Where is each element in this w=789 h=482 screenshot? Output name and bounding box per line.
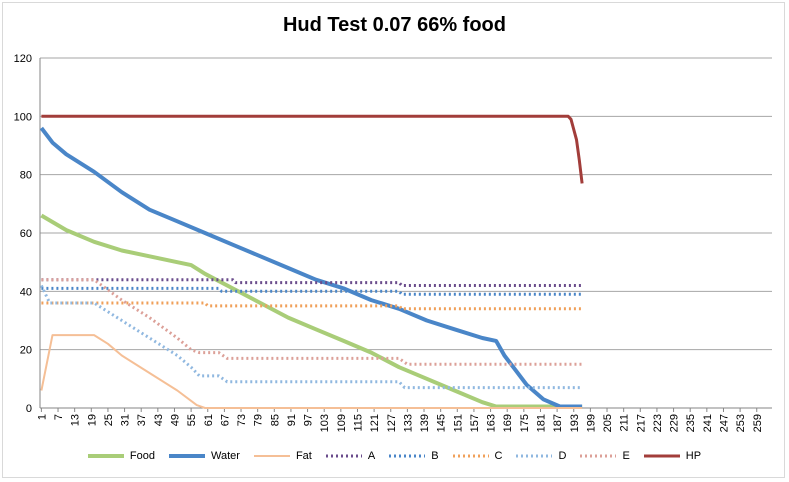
y-tick-label: 120 <box>14 53 32 65</box>
x-tick-labels: 1 7 13 19 25 31 37 43 49 55 61 67 73 79 85 91 97 103 109 11… <box>36 414 763 432</box>
legend-label: E <box>622 450 630 462</box>
x-tick-label: 229 <box>669 414 681 432</box>
y-tick-label: 0 <box>26 403 32 415</box>
legend-item-a: A <box>325 450 376 462</box>
x-tick-label: 241 <box>702 414 714 432</box>
x-tick-label: 193 <box>569 414 581 432</box>
legend-swatch <box>643 454 680 458</box>
y-tick-label: 100 <box>14 111 32 123</box>
legend-item-food: Food <box>87 450 155 462</box>
x-tick-label: 199 <box>585 414 597 432</box>
x-tick-label: 43 <box>153 414 165 426</box>
y-tick-label: 20 <box>20 345 32 357</box>
x-tick-label: 97 <box>303 414 315 426</box>
x-tick-label: 37 <box>136 414 148 426</box>
y-tick-label: 60 <box>20 228 32 240</box>
legend-swatch <box>87 454 124 458</box>
legend-item-fat: Fat <box>253 450 312 462</box>
legend-item-e: E <box>580 450 630 462</box>
series-line-d <box>40 284 583 390</box>
x-tick-label: 181 <box>535 414 547 432</box>
x-tick-label: 61 <box>203 414 215 426</box>
x-tick-label: 79 <box>253 414 265 426</box>
legend-swatch <box>516 454 553 458</box>
x-tick-label: 49 <box>169 414 181 426</box>
y-tick-label: 40 <box>20 286 32 298</box>
x-tick-label: 115 <box>352 414 364 432</box>
series-line-fat <box>40 334 583 409</box>
x-tick-label: 55 <box>186 414 198 426</box>
legend-swatch <box>253 455 290 457</box>
legend-label: Fat <box>295 450 312 462</box>
series-line-a <box>41 278 583 287</box>
x-tick-label: 211 <box>619 414 631 432</box>
x-tick-label: 73 <box>236 414 248 426</box>
legend-swatch <box>169 454 205 458</box>
x-tick-label: 145 <box>436 414 448 432</box>
x-tick-label: 109 <box>336 414 348 432</box>
legend-label: C <box>494 450 503 462</box>
x-tick-label: 259 <box>752 414 764 432</box>
x-tick-label: 91 <box>286 414 298 426</box>
x-tick-label: 253 <box>735 414 747 432</box>
x-tick-label: 85 <box>269 414 281 426</box>
x-tick-label: 19 <box>86 414 98 426</box>
legend-item-d: D <box>516 450 566 462</box>
legend-label: D <box>558 450 567 462</box>
gridlines <box>40 57 772 351</box>
legend-swatch <box>580 454 617 458</box>
y-tick-label: 80 <box>20 170 32 182</box>
series-line-c <box>41 301 583 311</box>
x-tick-label: 13 <box>70 414 82 426</box>
x-tick-label: 247 <box>718 414 730 432</box>
x-tick-label: 169 <box>502 414 514 432</box>
legend-swatch <box>389 454 426 458</box>
series-line-b <box>41 286 583 296</box>
legend-item-b: B <box>389 450 439 462</box>
legend: Food Water Fat A B C D E HP <box>0 450 789 462</box>
axes <box>39 58 772 412</box>
series-line-hp <box>41 114 584 184</box>
x-tick-label: 163 <box>486 414 498 432</box>
x-tick-label: 235 <box>685 414 697 432</box>
x-tick-label: 187 <box>552 414 564 432</box>
legend-item-hp: HP <box>643 450 702 462</box>
legend-label: B <box>431 450 439 462</box>
series-line-e <box>41 278 583 366</box>
x-tick-label: 223 <box>652 414 664 432</box>
y-tick-labels: 0 20 40 60 80 100 120 <box>14 53 32 415</box>
series-lines <box>39 114 584 409</box>
x-tick-label: 1 <box>36 414 48 420</box>
x-tick-label: 25 <box>103 414 115 426</box>
legend-item-water: Water <box>169 450 240 462</box>
legend-label: Water <box>211 450 240 462</box>
x-tick-label: 7 <box>53 414 65 420</box>
x-tick-label: 103 <box>319 414 331 432</box>
x-tick-label: 67 <box>219 414 231 426</box>
x-tick-label: 139 <box>419 414 431 432</box>
x-tick-label: 175 <box>519 414 531 432</box>
legend-swatch <box>325 454 362 458</box>
legend-swatch <box>452 454 489 458</box>
x-tick-label: 133 <box>402 414 414 432</box>
x-tick-label: 205 <box>602 414 614 432</box>
x-tick-label: 127 <box>386 414 398 432</box>
x-tick-label: 121 <box>369 414 381 432</box>
x-tick-label: 31 <box>120 414 132 426</box>
x-tick-label: 217 <box>635 414 647 432</box>
legend-label: A <box>367 450 376 462</box>
chart-title: Hud Test 0.07 66% food <box>282 14 506 36</box>
series-line-water <box>39 126 583 409</box>
x-tick-label: 157 <box>469 414 481 432</box>
legend-item-c: C <box>452 450 503 462</box>
x-tick-label: 151 <box>452 414 464 432</box>
series-line-food <box>40 213 583 409</box>
legend-label: HP <box>685 450 702 462</box>
legend-label: Food <box>129 450 155 462</box>
